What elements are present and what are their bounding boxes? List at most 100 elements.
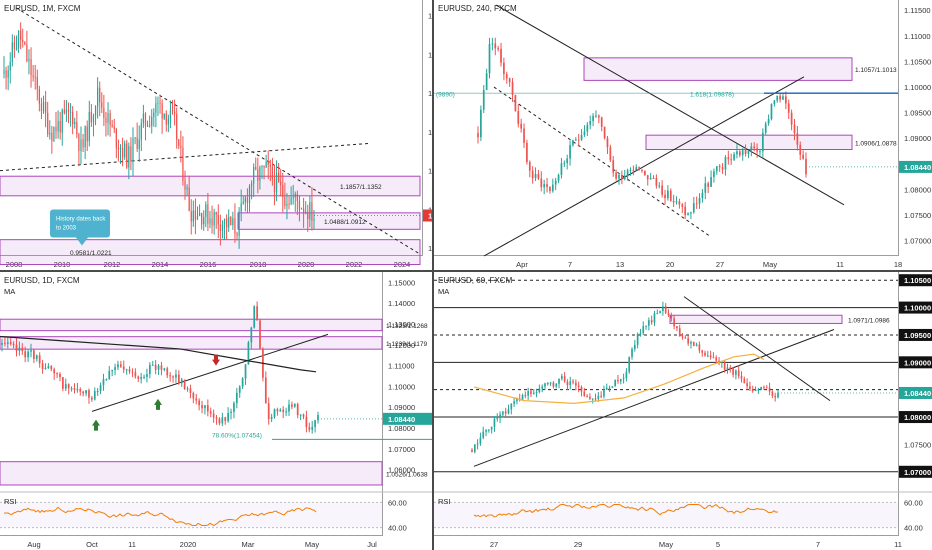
zone-box[interactable] [0,336,383,350]
candle-body [111,125,113,127]
rsi-band [434,502,898,528]
candle-body [307,211,309,220]
candle-body [157,102,159,104]
candle-body [183,379,186,390]
candle-body [232,218,234,226]
candle-body [485,73,488,90]
candle-body [76,389,79,391]
level-tag [899,356,932,369]
candle-body [114,367,116,371]
candle-body [676,326,678,329]
trend-line[interactable] [15,7,421,255]
candle-body [667,312,670,316]
trend-line[interactable] [495,4,845,206]
trend-line[interactable] [493,86,710,236]
price-tick-label: 1.11000 [904,32,931,41]
panel-monthly[interactable]: 1.600001.500001.400001.300001.200001.100… [0,0,432,270]
candle-body [69,111,72,113]
candle-body [186,388,189,390]
candle-body [38,88,40,104]
vertical-divider[interactable] [432,0,434,550]
candle-body [482,431,485,438]
candle-body [505,74,508,79]
candle-body [36,76,38,89]
candle-body [586,124,589,132]
candle-body [22,40,24,42]
candle-body [122,366,125,370]
candle-body [113,126,115,130]
candle-body [305,211,307,213]
candle-body [496,418,499,420]
panel-daily[interactable]: 1.15000 1.14000 1.13000 1.12000 1.11000 1.100… [0,272,432,550]
candle-body [614,379,617,387]
zone-box[interactable] [583,57,853,81]
candle-body [577,139,580,141]
zone-box[interactable] [0,318,383,332]
price-tick-label: 1.11000 [388,362,415,371]
candle-body [256,306,258,321]
candle-body [608,387,611,389]
candle-body [701,192,704,199]
candle-body [253,166,255,184]
candle-body [273,409,276,418]
candle-body [35,355,38,359]
trend-line[interactable] [0,143,369,172]
zone-box[interactable] [0,461,383,486]
candle-body [727,157,730,160]
candle-body [180,379,183,384]
zone-box[interactable] [669,314,843,324]
zone-box[interactable] [0,239,421,265]
candle-body [747,150,750,154]
candle-body [650,320,653,323]
panel-1h[interactable]: 1.105001.100001.095001.090001.085001.080… [434,272,932,550]
candle-body [279,409,282,412]
candle-body [502,411,504,415]
candle-body [649,178,652,180]
horizontal-divider[interactable] [0,270,932,272]
candle-body [144,113,147,126]
candle-body [580,386,583,392]
price-tick-label: 1.12000 [388,341,415,350]
price-tick-label: 1.10000 [388,382,415,391]
candle-body [698,198,701,204]
candle-body [645,325,647,327]
candle-body [603,389,605,397]
candle-body [600,395,602,397]
price-tick-label: 1.07000 [904,237,931,246]
candle-body [218,418,221,424]
candle-body [109,113,111,126]
trend-line[interactable] [473,329,835,467]
candle-body [49,133,51,135]
time-tick-label: 18 [894,260,902,269]
candle-body [64,384,67,389]
trend-line[interactable] [91,333,329,412]
candle-body [317,415,319,421]
candle-body [311,202,313,221]
candle-body [294,193,296,198]
candle-body [12,343,15,345]
candle-body [242,202,244,204]
zone-box[interactable] [645,134,853,151]
rsi-tick-label: 40.00 [904,524,923,533]
candle-body [566,381,569,386]
candle-body [201,213,203,225]
candle-body [589,396,591,399]
candle-body [131,371,134,373]
candle-body [541,386,544,389]
candle-body [159,102,161,104]
candle-body [207,204,209,224]
candle-body [648,320,650,326]
trend-line[interactable] [483,76,805,257]
trend-line[interactable] [683,296,831,402]
zone-box[interactable] [237,212,421,230]
zone-box[interactable] [0,175,421,197]
candle-body [28,59,30,62]
candle-body [488,429,490,431]
candle-body [26,44,28,62]
candle-body [126,143,128,168]
zone-label: 1.0971/1.0986 [848,317,890,324]
candle-body [273,178,276,192]
candle-body [690,341,692,344]
level-tag-label: 1.10000 [904,304,931,313]
panel-4h[interactable]: 1.11500 1.11000 1.10500 1.10000 1.09500 1.090… [434,0,932,270]
